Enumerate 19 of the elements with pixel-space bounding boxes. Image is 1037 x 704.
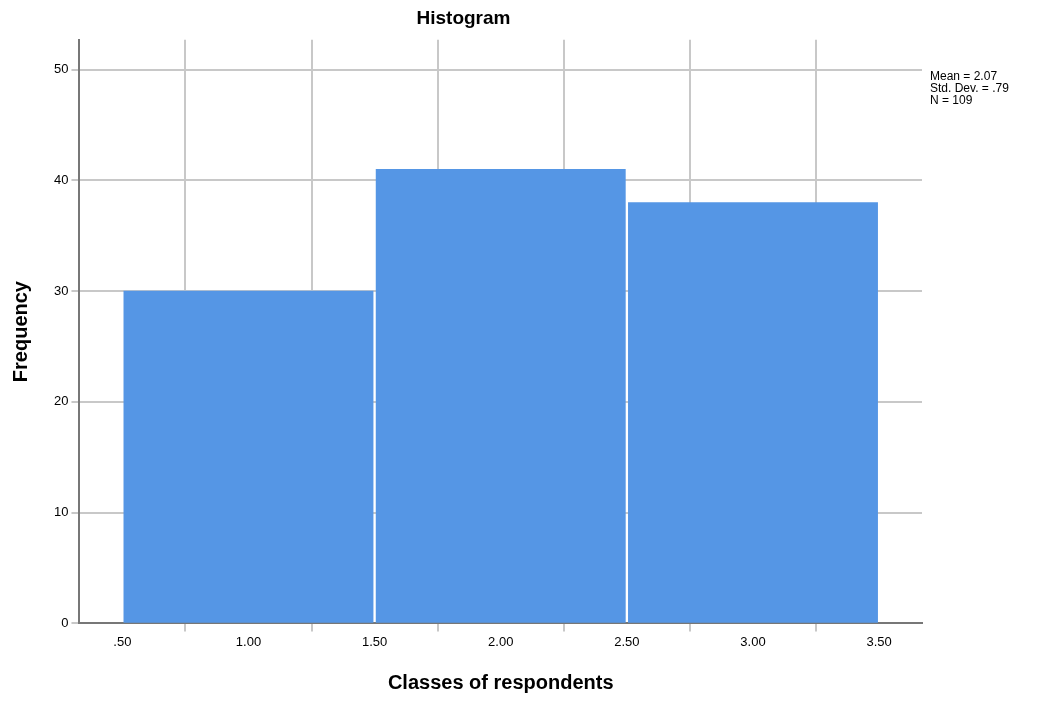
y-tick-label: 20 [53,393,69,409]
x-axis-title: Classes of respondents [387,670,614,693]
x-tick-label: 2.50 [614,633,640,649]
x-tick-label: 1.00 [235,633,262,649]
x-tick-label: 1.50 [361,633,388,649]
text: Mean = 2.07 [930,69,999,83]
x-tick-label: 3.00 [740,633,766,649]
x-tick-label: 2.00 [488,633,514,649]
x-tick-label: 3.50 [866,633,892,649]
y-tick-label: 30 [53,282,69,298]
y-axis-title: Frequency [8,280,31,383]
y-tick-label: 10 [53,504,69,520]
y-tick-label: 40 [53,172,69,188]
y-tick-label: 50 [53,61,69,77]
text: Std. Dev. = .79 [930,81,1009,95]
x-tick-label: .50 [113,633,132,649]
y-tick-label: 0 [61,614,69,630]
text: N = 109 [930,93,974,107]
chart-title: Histogram [416,6,511,28]
